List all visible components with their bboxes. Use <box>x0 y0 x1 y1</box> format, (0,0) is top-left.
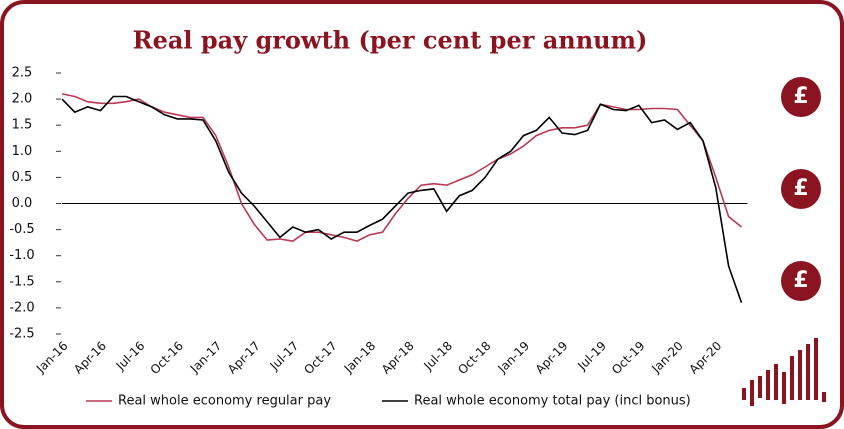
y-tick-label: 2.0 <box>12 92 33 107</box>
y-tick-label: 0.5 <box>12 170 33 185</box>
svg-text:£: £ <box>793 268 808 293</box>
y-tick-label: 1.0 <box>12 144 33 159</box>
legend-label: Real whole economy total pay (incl bonus… <box>414 394 691 409</box>
y-tick-label: 2.5 <box>12 66 33 81</box>
svg-text:£: £ <box>793 84 808 109</box>
svg-text:£: £ <box>793 176 808 201</box>
legend-label: Real whole economy regular pay <box>118 394 331 409</box>
y-tick-label: -2.0 <box>9 300 34 315</box>
y-tick-label: -1.5 <box>9 274 34 289</box>
y-tick-label: -1.0 <box>9 248 34 263</box>
icons: £ £ £ <box>742 77 826 406</box>
y-tick-label: -0.5 <box>9 222 34 237</box>
y-tick-label: 0.0 <box>12 196 33 211</box>
y-tick-label: 1.5 <box>12 118 33 133</box>
y-tick-label: -2.5 <box>9 327 34 342</box>
series-line <box>61 95 743 303</box>
chart-title: Real pay growth (per cent per annum) <box>133 26 648 55</box>
